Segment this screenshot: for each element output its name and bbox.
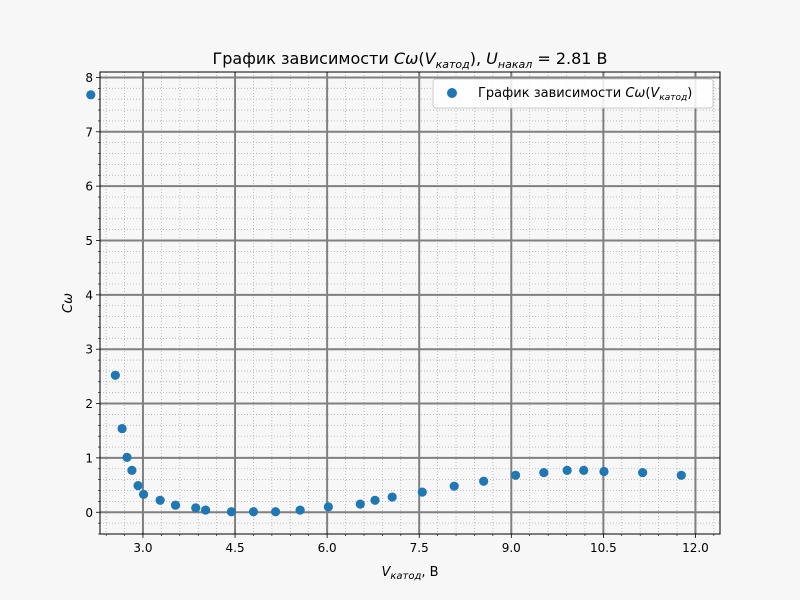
x-tick-label: 3.0 <box>133 541 152 555</box>
data-point <box>248 507 259 517</box>
legend: График зависимости Cω(Vкатод) <box>432 78 714 109</box>
x-tick-label: 4.5 <box>226 541 245 555</box>
data-point <box>449 481 459 491</box>
data-point <box>138 489 149 499</box>
data-point <box>86 90 96 100</box>
data-point <box>417 487 427 497</box>
data-point <box>370 495 380 505</box>
chart-title: График зависимости Cω(Vкатод), Uнакал = … <box>212 49 607 71</box>
y-tick-label: 7 <box>85 125 93 139</box>
data-point <box>226 507 236 517</box>
data-point <box>562 465 572 476</box>
data-point <box>117 423 127 434</box>
data-point <box>270 507 281 517</box>
data-point <box>295 505 305 515</box>
legend-label: График зависимости Cω(Vкатод) <box>478 86 692 103</box>
data-point <box>122 452 132 462</box>
y-tick-label: 2 <box>85 397 93 411</box>
y-tick-label: 6 <box>85 180 93 194</box>
y-tick-label: 0 <box>85 506 93 520</box>
y-tick-label: 4 <box>85 288 93 302</box>
legend-marker <box>447 88 457 98</box>
data-point <box>387 492 397 502</box>
data-point <box>323 502 333 512</box>
x-tick-label: 9.0 <box>502 541 521 555</box>
data-point <box>133 481 143 491</box>
data-point <box>579 465 589 476</box>
y-tick-label: 8 <box>85 71 93 85</box>
data-point <box>200 505 211 515</box>
data-point <box>676 470 686 480</box>
data-point <box>355 499 365 509</box>
y-tick-label: 1 <box>85 451 93 465</box>
plot-frame <box>99 71 721 535</box>
x-tick-label: 12.0 <box>682 541 709 555</box>
y-tick-label: 3 <box>85 343 93 357</box>
data-point <box>510 470 521 480</box>
x-tick-label: 7.5 <box>410 541 429 555</box>
y-axis-ticks: 0 1 2 3 4 5 6 7 8 <box>85 71 100 535</box>
data-point <box>638 467 648 478</box>
major-grid <box>100 72 720 534</box>
data-points <box>86 90 686 517</box>
data-point <box>170 500 181 510</box>
data-point <box>155 495 165 505</box>
data-point <box>599 466 609 477</box>
data-point <box>127 465 137 476</box>
x-axis-ticks: 3.0 4.5 6.0 7.5 9.0 10.5 12.0 <box>105 534 715 555</box>
x-tick-label: 6.0 <box>318 541 337 555</box>
y-axis-label: Cω <box>61 293 76 313</box>
data-point <box>191 503 201 513</box>
x-tick-label: 10.5 <box>590 541 617 555</box>
minor-grid <box>100 72 720 535</box>
data-point <box>539 467 549 478</box>
y-tick-label: 5 <box>85 234 93 248</box>
data-point <box>110 370 120 380</box>
x-axis-label: Vкатод, В <box>381 565 438 582</box>
legend-box <box>432 78 714 109</box>
data-point <box>479 476 489 486</box>
